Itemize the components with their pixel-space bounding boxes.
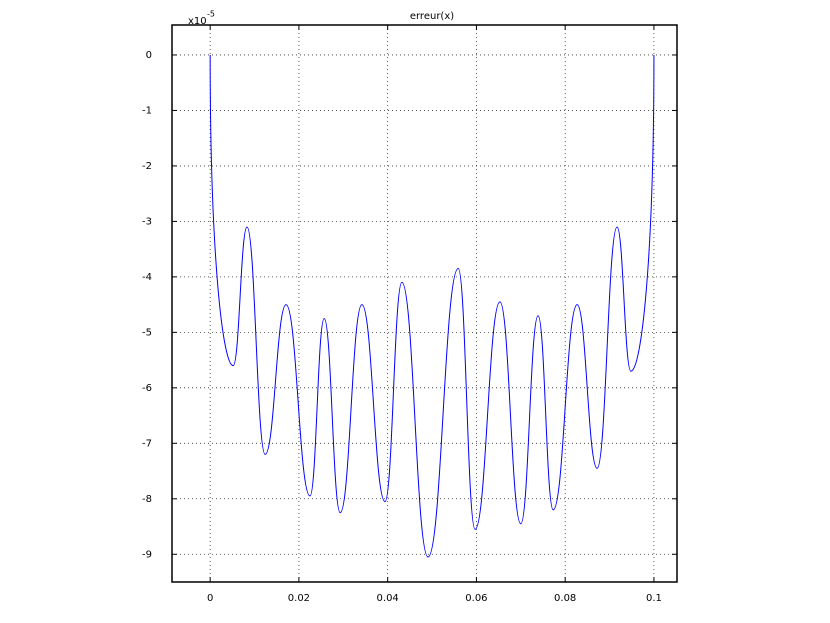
y-tick-label: -8: [142, 494, 152, 505]
y-tick-label: 0: [146, 50, 152, 61]
y-tick-label: -4: [142, 272, 152, 283]
x-tick-label: 0.08: [554, 593, 576, 604]
y-tick-label: -7: [142, 438, 152, 449]
x-tick-label: 0.1: [646, 593, 662, 604]
y-tick-label: -3: [142, 216, 152, 227]
data-line: [209, 54, 655, 558]
chart-title: erreur(x): [410, 11, 454, 22]
x-tick-label: 0.06: [465, 593, 487, 604]
y-tick-label: -2: [142, 161, 152, 172]
y-scale-exponent: -5: [207, 10, 215, 19]
y-tick-label: -5: [142, 327, 152, 338]
y-tick-label: -9: [142, 549, 152, 560]
y-scale-base: x10: [188, 16, 207, 27]
x-tick-label: 0.02: [288, 593, 310, 604]
y-tick-label: -1: [142, 105, 152, 116]
x-tick-label: 0: [207, 593, 213, 604]
y-tick-label: -6: [142, 383, 152, 394]
x-tick-label: 0.04: [377, 593, 399, 604]
plot-frame: [171, 24, 678, 583]
